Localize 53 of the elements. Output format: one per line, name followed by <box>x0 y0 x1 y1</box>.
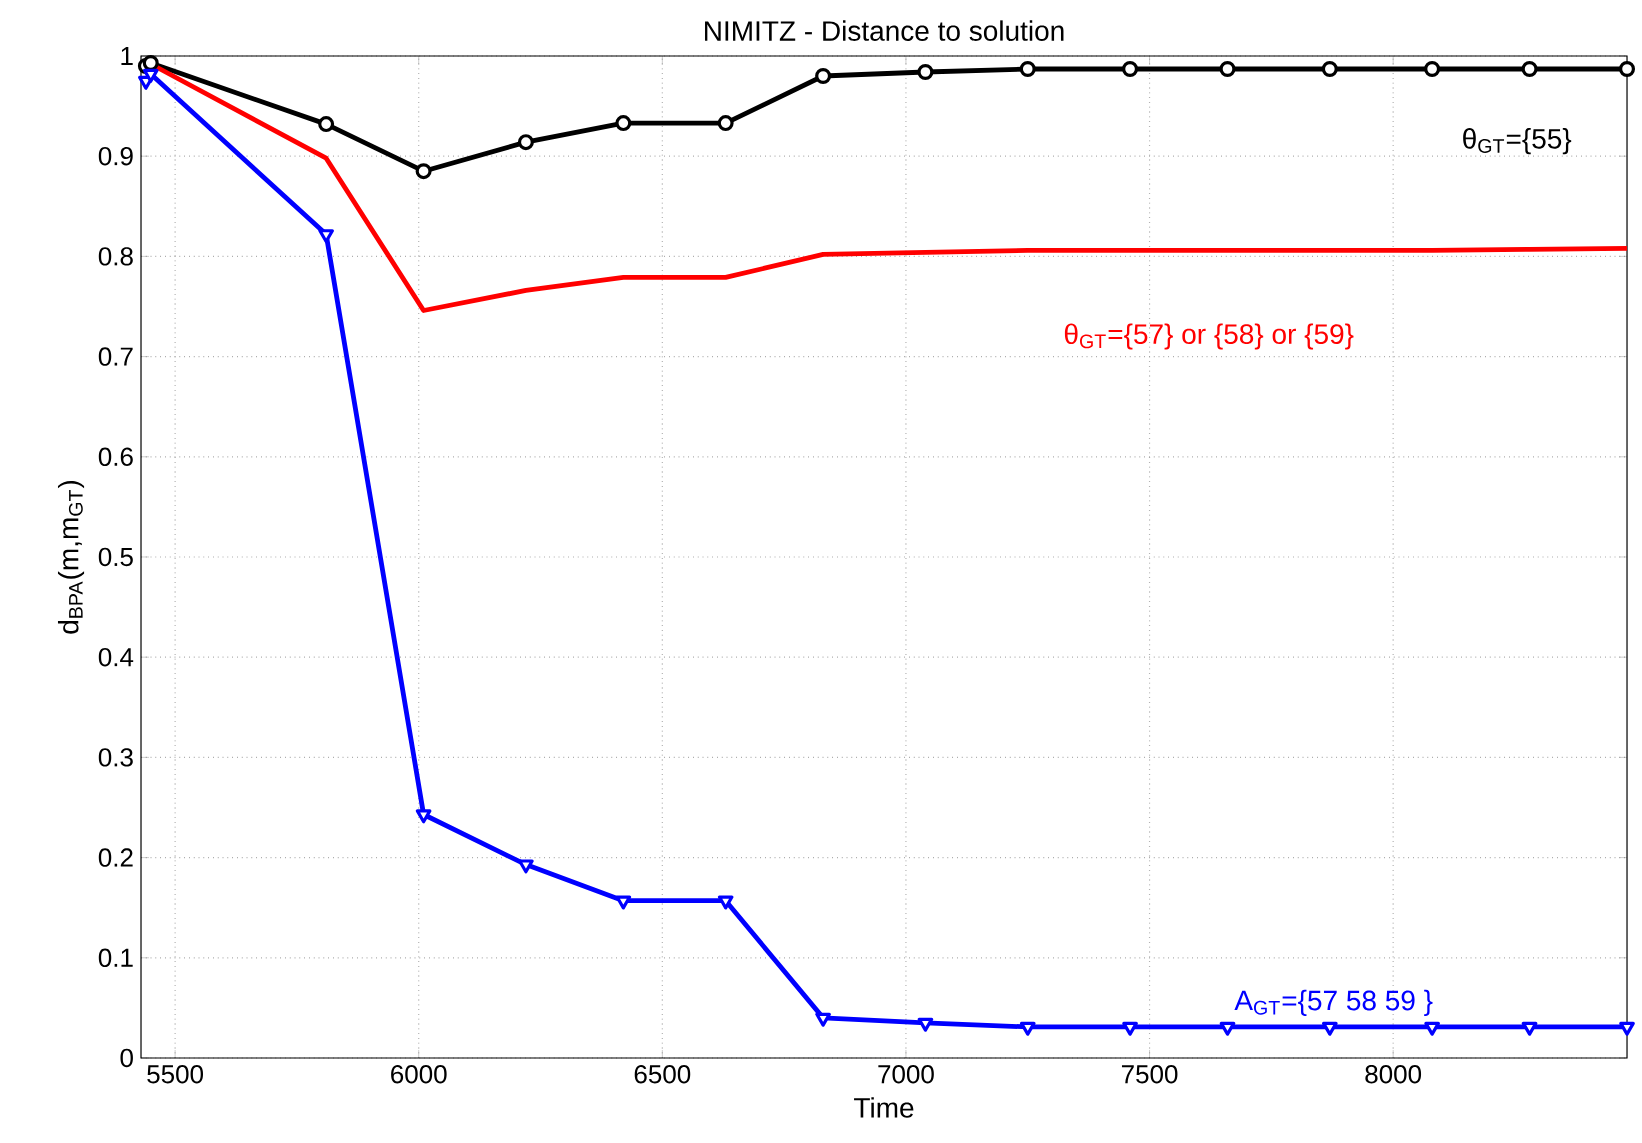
point <box>815 1012 831 1027</box>
point <box>1321 1021 1338 1036</box>
point <box>1619 1021 1635 1036</box>
point <box>1521 1021 1538 1036</box>
point <box>1219 61 1236 78</box>
annotation: A$_{GT}$={57 58 59 } <box>1234 989 1433 1016</box>
point <box>142 68 159 83</box>
y-tick-label: 0.4 <box>98 647 134 667</box>
y-tick-label: 1 <box>121 47 133 65</box>
point <box>717 895 734 910</box>
y-axis-title: d$_{BPA}$(m,m$_{GT}$) <box>57 480 85 634</box>
annotation: θ$_{GT}$={55} <box>1463 128 1572 155</box>
point <box>917 64 934 81</box>
point <box>1019 61 1036 78</box>
point <box>717 115 734 132</box>
annotation: θ$_{GT}$={57} or {58} or {59} <box>1064 323 1354 350</box>
point <box>1424 1021 1440 1036</box>
point <box>1122 61 1139 78</box>
point <box>1619 61 1636 78</box>
y-tick-label: 0.1 <box>98 948 133 967</box>
y-tick-label: 0.8 <box>98 247 133 266</box>
chart-title: NIMITZ - Distance to solution <box>705 20 1064 41</box>
x-tick-label: 5500 <box>147 1065 204 1084</box>
x-tick-label: 7500 <box>1121 1065 1178 1084</box>
point <box>1521 61 1538 78</box>
point <box>318 229 334 244</box>
x-tick-label: 7000 <box>878 1065 934 1084</box>
point <box>1019 1021 1036 1036</box>
x-axis-title: Time <box>854 1097 914 1118</box>
x-tick-label: 6500 <box>634 1065 691 1084</box>
y-tick-label: 0.3 <box>98 748 133 767</box>
point <box>615 895 632 910</box>
point <box>815 68 832 85</box>
point <box>318 116 335 133</box>
point <box>615 115 632 132</box>
point <box>1424 61 1441 78</box>
point <box>517 134 534 151</box>
y-tick-label: 0.9 <box>98 146 133 166</box>
point <box>142 54 159 71</box>
y-tick-label: 0.6 <box>98 447 133 466</box>
x-tick-label: 8000 <box>1365 1065 1422 1084</box>
point <box>1219 1021 1236 1036</box>
y-tick-label: 0.5 <box>98 547 133 567</box>
y-tick-label: 0 <box>120 1048 133 1068</box>
point <box>1122 1021 1138 1036</box>
x-tick-label: 6000 <box>391 1065 447 1084</box>
point <box>415 163 432 180</box>
point <box>518 859 534 874</box>
y-tick-label: 0.2 <box>98 848 133 867</box>
point <box>415 809 432 824</box>
point <box>1321 61 1338 78</box>
y-tick-label: 0.7 <box>98 347 133 366</box>
point <box>917 1017 934 1032</box>
